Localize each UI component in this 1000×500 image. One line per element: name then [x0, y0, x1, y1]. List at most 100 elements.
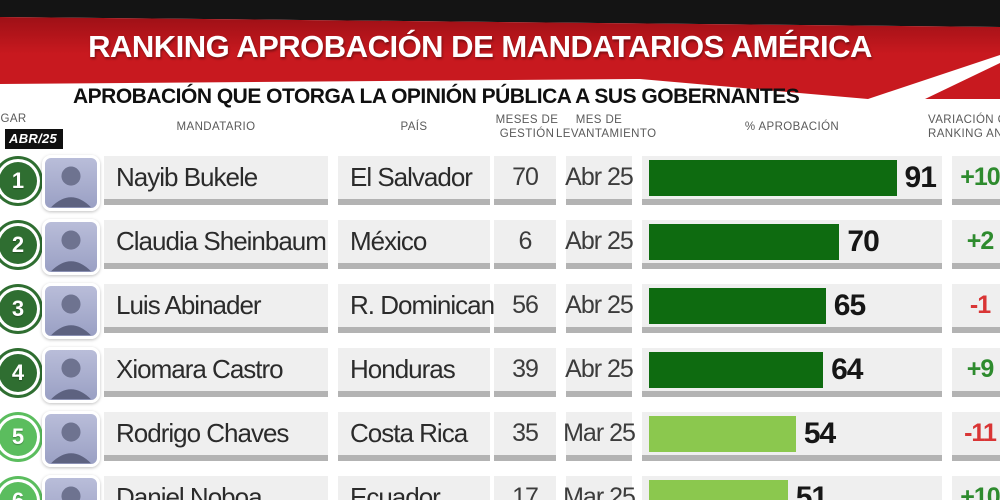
approval-value: 64: [831, 352, 863, 386]
rank-number: 2: [11, 232, 25, 257]
table-row: 6 Daniel Noboa Ecuador 17 Mar 25 51 +10: [0, 475, 1000, 500]
leader-name: Luis Abinader: [116, 290, 262, 320]
approval-bar: [649, 415, 796, 452]
approval-value: 65: [833, 288, 866, 322]
leader-photo: [42, 283, 100, 339]
ranking-change-cell: +2: [952, 220, 1000, 269]
rank-number: 6: [12, 488, 24, 500]
months-in-office: 39: [512, 355, 539, 383]
rank-number: 5: [11, 424, 25, 449]
country-name: El Salvador: [350, 162, 473, 192]
person-silhouette-icon: [51, 422, 91, 464]
leader-name: Rodrigo Chaves: [116, 418, 289, 448]
red-swoosh-triangle: [925, 63, 1000, 99]
survey-month: Abr 25: [565, 227, 634, 255]
mandatario-cell: Xiomara Castro: [104, 348, 328, 397]
meses-gestion-cell: 39: [494, 348, 556, 397]
meses-gestion-cell: 17: [494, 476, 556, 500]
rank-badge: 3: [0, 287, 40, 331]
person-silhouette-icon: [51, 294, 91, 336]
rank-number: 4: [11, 360, 25, 385]
column-header-meses-gestion: MESES DE GESTIÓN: [495, 114, 559, 140]
pais-cell: Honduras: [338, 348, 490, 397]
months-in-office: 35: [512, 419, 539, 447]
approval-bar-cell: 64: [642, 348, 942, 397]
column-header-lugar: LUGAR: [0, 113, 27, 125]
meses-gestion-cell: 56: [494, 284, 556, 333]
country-name: Honduras: [350, 354, 456, 384]
page-subtitle: APROBACIÓN QUE OTORGA LA OPINIÓN PÚBLICA…: [73, 85, 800, 108]
rank-badge: 4: [0, 351, 40, 395]
banner-graphic: [0, 0, 1000, 99]
pais-cell: México: [338, 220, 490, 269]
approval-bar-cell: 54: [642, 412, 942, 461]
leader-name: Xiomara Castro: [116, 354, 284, 384]
ranking-change-cell: +9: [952, 348, 1000, 397]
approval-value: 51: [795, 480, 828, 500]
meses-gestion-cell: 35: [494, 412, 556, 461]
table-row: 1 Nayib Bukele El Salvador 70 Abr 25 91 …: [0, 155, 1000, 211]
ranking-change-cell: -1: [952, 284, 1000, 333]
person-silhouette-icon: [51, 166, 91, 208]
survey-month: Abr 25: [565, 355, 634, 383]
person-silhouette-icon: [61, 486, 81, 500]
leader-photo: [42, 411, 100, 467]
leader-photo: [42, 475, 100, 500]
pais-cell: El Salvador: [338, 156, 490, 205]
approval-bar-cell: 51: [642, 476, 942, 500]
pais-cell: R. Dominicana: [338, 284, 509, 333]
meses-gestion-cell: 70: [494, 156, 556, 205]
approval-value: 70: [847, 224, 879, 258]
leader-photo: [42, 219, 100, 275]
rank-number: 3: [11, 296, 25, 321]
approval-bar: [649, 351, 824, 388]
leader-name: Daniel Noboa: [116, 482, 263, 500]
approval-bar-cell: 70: [642, 220, 942, 269]
mandatario-cell: Luis Abinader: [104, 284, 328, 333]
rank-number: 1: [11, 168, 25, 193]
rank-badge: 5: [0, 415, 40, 459]
leader-photo: [42, 155, 100, 211]
mandatario-cell: Nayib Bukele: [104, 156, 328, 205]
ranking-change-cell: +10: [952, 476, 1000, 500]
table-row: 3 Luis Abinader R. Dominicana 56 Abr 25 …: [0, 283, 1000, 339]
red-band: [0, 17, 1000, 99]
mes-levantamiento-cell: Mar 25: [563, 476, 636, 500]
ranking-change-value: -11: [964, 419, 997, 447]
leader-name: Claudia Sheinbaum: [116, 226, 327, 256]
survey-month: Mar 25: [563, 483, 636, 500]
person-silhouette-icon: [51, 358, 91, 400]
mes-levantamiento-cell: Abr 25: [565, 284, 634, 333]
ranking-change-value: +2: [966, 227, 994, 255]
survey-month: Mar 25: [563, 419, 636, 447]
mandatario-cell: Daniel Noboa: [104, 476, 328, 500]
ranking-change-cell: -11: [952, 412, 1000, 461]
approval-bar: [649, 287, 826, 324]
ranking-change-cell: +10: [952, 156, 1000, 205]
approval-value: 54: [803, 416, 836, 450]
country-name: Costa Rica: [350, 418, 468, 448]
meses-gestion-cell: 6: [494, 220, 556, 269]
mandatario-cell: Rodrigo Chaves: [104, 412, 328, 461]
mandatario-cell: Claudia Sheinbaum: [104, 220, 328, 269]
approval-bar: [649, 223, 840, 260]
survey-month: Abr 25: [565, 163, 634, 191]
mes-levantamiento-cell: Abr 25: [565, 156, 634, 205]
country-name: Ecuador: [350, 482, 441, 500]
leader-photo: [42, 347, 100, 403]
pais-cell: Ecuador: [338, 476, 490, 500]
approval-bar: [649, 159, 897, 196]
survey-month: Abr 25: [565, 291, 634, 319]
leader-name: Nayib Bukele: [116, 162, 258, 192]
column-header-mes-levantamiento: MES DE LEVANTAMIENTO: [556, 114, 657, 140]
approval-value: 91: [904, 160, 937, 194]
column-header-mandatario: MANDATARIO: [176, 121, 256, 133]
table-row: 2 Claudia Sheinbaum México 6 Abr 25 70 +…: [0, 219, 1000, 275]
months-in-office: 6: [518, 227, 533, 255]
approval-bar-cell: 65: [642, 284, 942, 333]
approval-bar-cell: 91: [642, 156, 942, 205]
ranking-change-value: +9: [966, 355, 994, 383]
table-row: 5 Rodrigo Chaves Costa Rica 35 Mar 25 54…: [0, 411, 1000, 467]
months-in-office: 17: [512, 483, 539, 500]
